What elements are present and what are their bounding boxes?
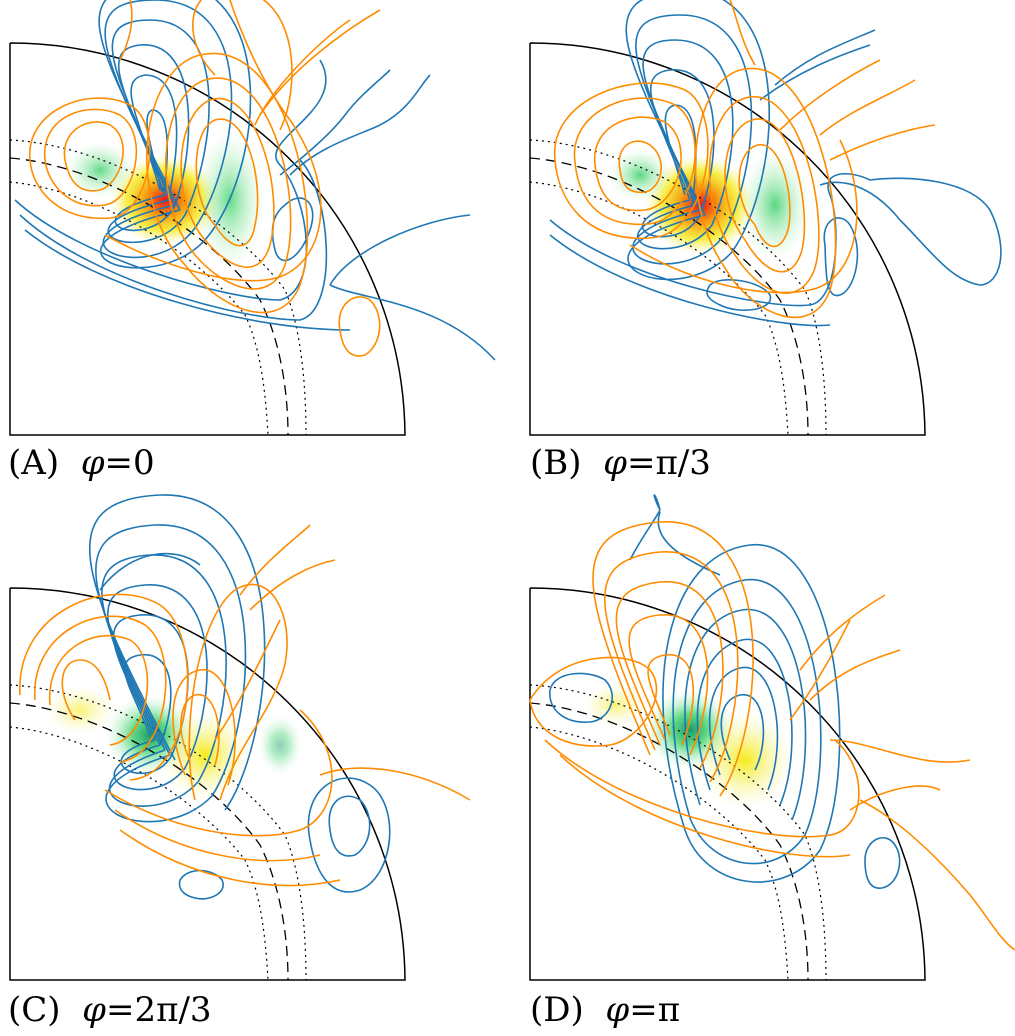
panel-letter: (D) — [530, 990, 584, 1030]
contour-plot-c — [9, 494, 471, 981]
equals-sign: = — [105, 990, 135, 1030]
reference-dashed — [9, 702, 289, 981]
contour-plot-b — [529, 0, 1002, 436]
positive-contours — [554, 0, 936, 319]
fill-yellow-lobe — [697, 712, 793, 808]
panel-letter: (B) — [530, 443, 582, 483]
equals-sign: = — [104, 443, 134, 483]
reference-dotted — [9, 726, 269, 981]
equals-sign: = — [626, 443, 656, 483]
negative-contours — [549, 494, 901, 889]
reference-dashed — [529, 157, 809, 436]
fill-green-lobe — [65, 142, 135, 198]
phi-symbol: φ — [603, 443, 627, 483]
panel-d-caption: (D) φ=π — [530, 993, 680, 1027]
fill-green-lobe — [608, 149, 672, 201]
contour-plot-a — [9, 0, 496, 436]
reference-dotted — [529, 726, 789, 981]
equals-sign: = — [629, 990, 658, 1030]
negative-contours — [88, 494, 391, 900]
reference-dotted — [9, 181, 269, 436]
positive-contours — [19, 524, 471, 887]
panel-c-caption: (C) φ=2π/3 — [8, 993, 212, 1027]
panel-a-caption: (A) φ=0 — [8, 446, 155, 480]
panel-b — [520, 0, 1015, 500]
positive-contours — [29, 0, 381, 357]
reference-dotted — [529, 181, 789, 436]
positive-contours — [529, 521, 1015, 951]
panel-d — [520, 494, 1015, 1000]
contour-plot-d — [529, 494, 1015, 981]
frame — [529, 42, 926, 436]
phase-value: 0 — [133, 443, 155, 483]
phase-value: 2π/3 — [134, 990, 212, 1030]
panel-letter: (C) — [8, 990, 61, 1030]
phase-value: π — [657, 990, 681, 1030]
phase-value: π/3 — [655, 443, 711, 483]
frame — [9, 587, 406, 981]
fill-yellow-lobe — [583, 683, 647, 727]
panel-a — [0, 0, 500, 500]
panel-letter: (A) — [8, 443, 60, 483]
phi-symbol: φ — [82, 990, 106, 1030]
panel-b-caption: (B) φ=π/3 — [530, 446, 711, 480]
panel-c — [0, 494, 500, 1000]
reference-dashed — [529, 702, 809, 981]
fill-green-lobe — [740, 150, 810, 260]
phi-symbol: φ — [605, 990, 630, 1030]
phi-symbol: φ — [80, 443, 105, 483]
fill-green-lobe — [258, 715, 302, 775]
reference-dashed — [9, 157, 289, 436]
negative-contours — [549, 0, 1002, 327]
fill-yellow-lobe — [45, 685, 115, 735]
